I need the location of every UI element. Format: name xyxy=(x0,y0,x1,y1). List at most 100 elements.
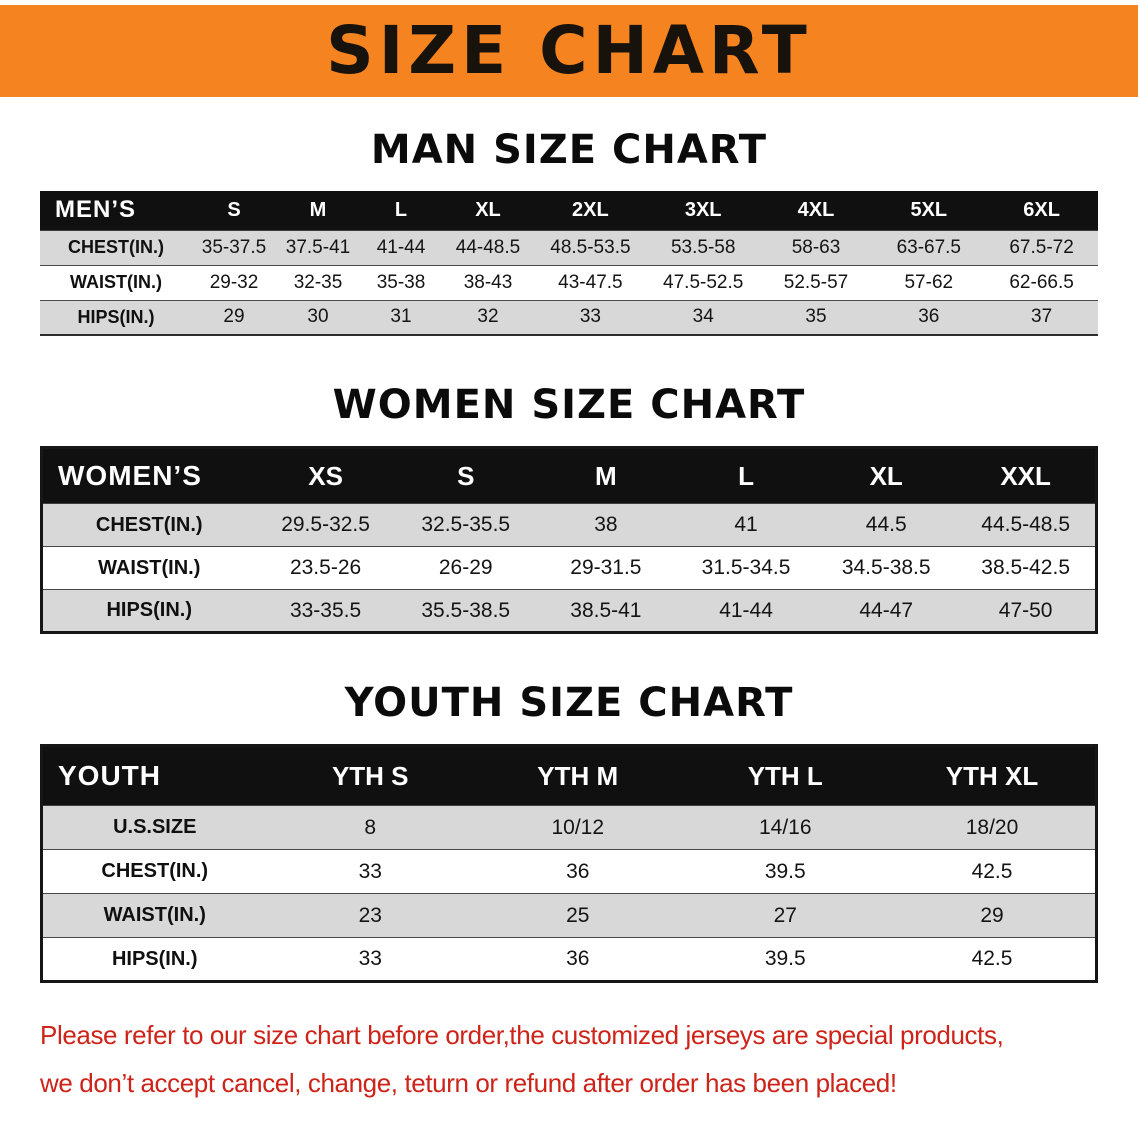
table-cell: 27 xyxy=(773,903,797,927)
table-cell: 38 xyxy=(594,513,618,536)
table-cell: 34.5-38.5 xyxy=(841,556,931,579)
column-header: YTH L xyxy=(681,745,889,806)
table-cell: 30 xyxy=(307,306,329,328)
row-label: U.S.SIZE xyxy=(113,816,197,838)
table-cell: 36 xyxy=(918,306,940,328)
men-section-heading: MAN SIZE CHART xyxy=(370,127,768,173)
table-row: HIPS(IN.) 33-35.5 35.5-38.5 38.5-41 41-44 44-… xyxy=(41,589,1097,633)
table-cell: 44-47 xyxy=(859,598,914,622)
table-cell: 57-62 xyxy=(904,271,954,293)
row-label: CHEST(IN.) xyxy=(68,237,164,257)
table-cell: 39.5 xyxy=(764,859,806,883)
table-cell: 29.5-32.5 xyxy=(281,513,370,536)
row-label: WAIST(IN.) xyxy=(103,904,206,926)
row-label: CHEST(IN.) xyxy=(101,860,209,882)
column-header: S xyxy=(395,447,536,504)
column-header: YTH XL xyxy=(889,745,1097,806)
table-cell: 34 xyxy=(692,306,714,328)
row-label: HIPS(IN.) xyxy=(77,306,155,327)
table-cell: 36 xyxy=(566,947,590,970)
table-cell: 35.5-38.5 xyxy=(421,598,511,622)
youth-section-heading: YOUTH SIZE CHART xyxy=(344,680,794,726)
disclaimer: Please refer to our size chart before or… xyxy=(40,1011,1098,1107)
table-cell: 58-63 xyxy=(791,236,841,258)
table-cell: 37 xyxy=(1031,306,1053,328)
column-header: 6XL xyxy=(985,191,1098,230)
table-cell: 47-50 xyxy=(998,598,1053,622)
table-cell: 35-38 xyxy=(376,271,426,293)
column-header: XXL xyxy=(956,447,1097,504)
table-cell: 38.5-41 xyxy=(570,598,642,622)
table-title-cell: YOUTH xyxy=(41,745,267,806)
column-header: M xyxy=(276,191,360,230)
disclaimer-line-1: Please refer to our size chart before or… xyxy=(40,1020,1004,1050)
table-cell: 32.5-35.5 xyxy=(421,513,511,536)
column-header: YTH M xyxy=(474,745,682,806)
table-cell: 31.5-34.5 xyxy=(701,556,791,579)
column-header: 3XL xyxy=(646,191,760,230)
row-label: HIPS(IN.) xyxy=(111,947,198,970)
table-cell: 33 xyxy=(579,306,601,328)
column-header: L xyxy=(360,191,442,230)
men-size-table: MEN’S S M L XL 2XL 3XL 4XL 5XL 6XL CHEST(IN.) 35-37… xyxy=(40,191,1098,336)
table-cell: 41 xyxy=(734,513,758,536)
table-cell: 44.5 xyxy=(865,513,907,536)
table-cell: 48.5-53.5 xyxy=(550,236,631,258)
table-cell: 42.5 xyxy=(971,859,1013,883)
header-row: WOMEN’S XS S M L XL XXL xyxy=(41,447,1097,504)
table-title-cell: WOMEN’S xyxy=(41,447,256,504)
table-cell: 29-31.5 xyxy=(570,556,642,579)
table-cell: 8 xyxy=(364,815,377,839)
table-row: HIPS(IN.) 29 30 31 32 33 34 35 36 37 xyxy=(40,300,1098,335)
table-cell: 31 xyxy=(390,306,412,328)
column-header: S xyxy=(192,191,276,230)
table-row: WAIST(IN.) 23 25 27 29 xyxy=(41,893,1097,938)
header-row: YOUTH YTH S YTH M YTH L YTH XL xyxy=(41,745,1097,806)
column-header: M xyxy=(535,447,676,504)
table-cell: 23.5-26 xyxy=(289,556,362,579)
table-row: CHEST(IN.) 29.5-32.5 32.5-35.5 38 41 44.5 44.5… xyxy=(41,503,1097,547)
women-size-table: WOMEN’S XS S M L XL XXL CHEST(IN.) 29.5-32.5 32.5… xyxy=(40,446,1098,634)
table-cell: 33 xyxy=(358,947,382,970)
table-cell: 37.5-41 xyxy=(285,236,351,258)
table-cell: 63-67.5 xyxy=(896,236,962,258)
table-cell: 26-29 xyxy=(438,556,493,579)
table-cell: 29 xyxy=(980,903,1004,927)
table-cell: 33-35.5 xyxy=(289,598,362,622)
table-row: CHEST(IN.) 35-37.5 37.5-41 41-44 44-48.5 48.5… xyxy=(40,230,1098,265)
table-cell: 53.5-58 xyxy=(670,236,736,258)
column-header: 4XL xyxy=(759,191,873,230)
table-cell: 41-44 xyxy=(376,236,426,258)
table-cell: 29 xyxy=(223,306,245,328)
table-cell: 42.5 xyxy=(971,947,1013,970)
table-cell: 62-66.5 xyxy=(1009,271,1074,293)
table-cell: 33 xyxy=(358,859,382,883)
table-row: CHEST(IN.) 33 36 39.5 42.5 xyxy=(41,849,1097,894)
table-cell: 18/20 xyxy=(965,815,1019,839)
table-cell: 10/12 xyxy=(551,815,605,839)
table-cell: 41-44 xyxy=(719,598,773,622)
women-size-section: WOMEN SIZE CHART WOMEN’S XS S M L XL XXL CHEST(… xyxy=(0,382,1138,634)
women-section-heading: WOMEN SIZE CHART xyxy=(332,382,806,428)
disclaimer-line-2: we don’t accept cancel, change, teturn o… xyxy=(40,1068,897,1098)
table-cell: 32 xyxy=(477,306,499,328)
row-label: HIPS(IN.) xyxy=(106,599,193,621)
table-cell: 29-32 xyxy=(209,271,259,293)
column-header: XL xyxy=(816,447,957,504)
table-cell: 23 xyxy=(358,903,382,927)
table-cell: 43-47.5 xyxy=(558,271,623,293)
table-cell: 39.5 xyxy=(764,947,806,970)
header-row: MEN’S S M L XL 2XL 3XL 4XL 5XL 6XL xyxy=(40,191,1098,230)
column-header: YTH S xyxy=(266,745,474,806)
column-header: 5XL xyxy=(872,191,986,230)
column-header: XL xyxy=(442,191,534,230)
row-label: WAIST(IN.) xyxy=(70,272,162,292)
row-label: WAIST(IN.) xyxy=(98,556,201,579)
table-cell: 38-43 xyxy=(463,271,513,293)
table-cell: 67.5-72 xyxy=(1009,236,1074,258)
table-cell: 35 xyxy=(805,306,827,328)
table-cell: 25 xyxy=(566,903,590,927)
table-cell: 38.5-42.5 xyxy=(981,556,1071,579)
table-title-cell: MEN’S xyxy=(40,191,192,230)
table-row: U.S.SIZE 8 10/12 14/16 18/20 xyxy=(41,805,1097,850)
